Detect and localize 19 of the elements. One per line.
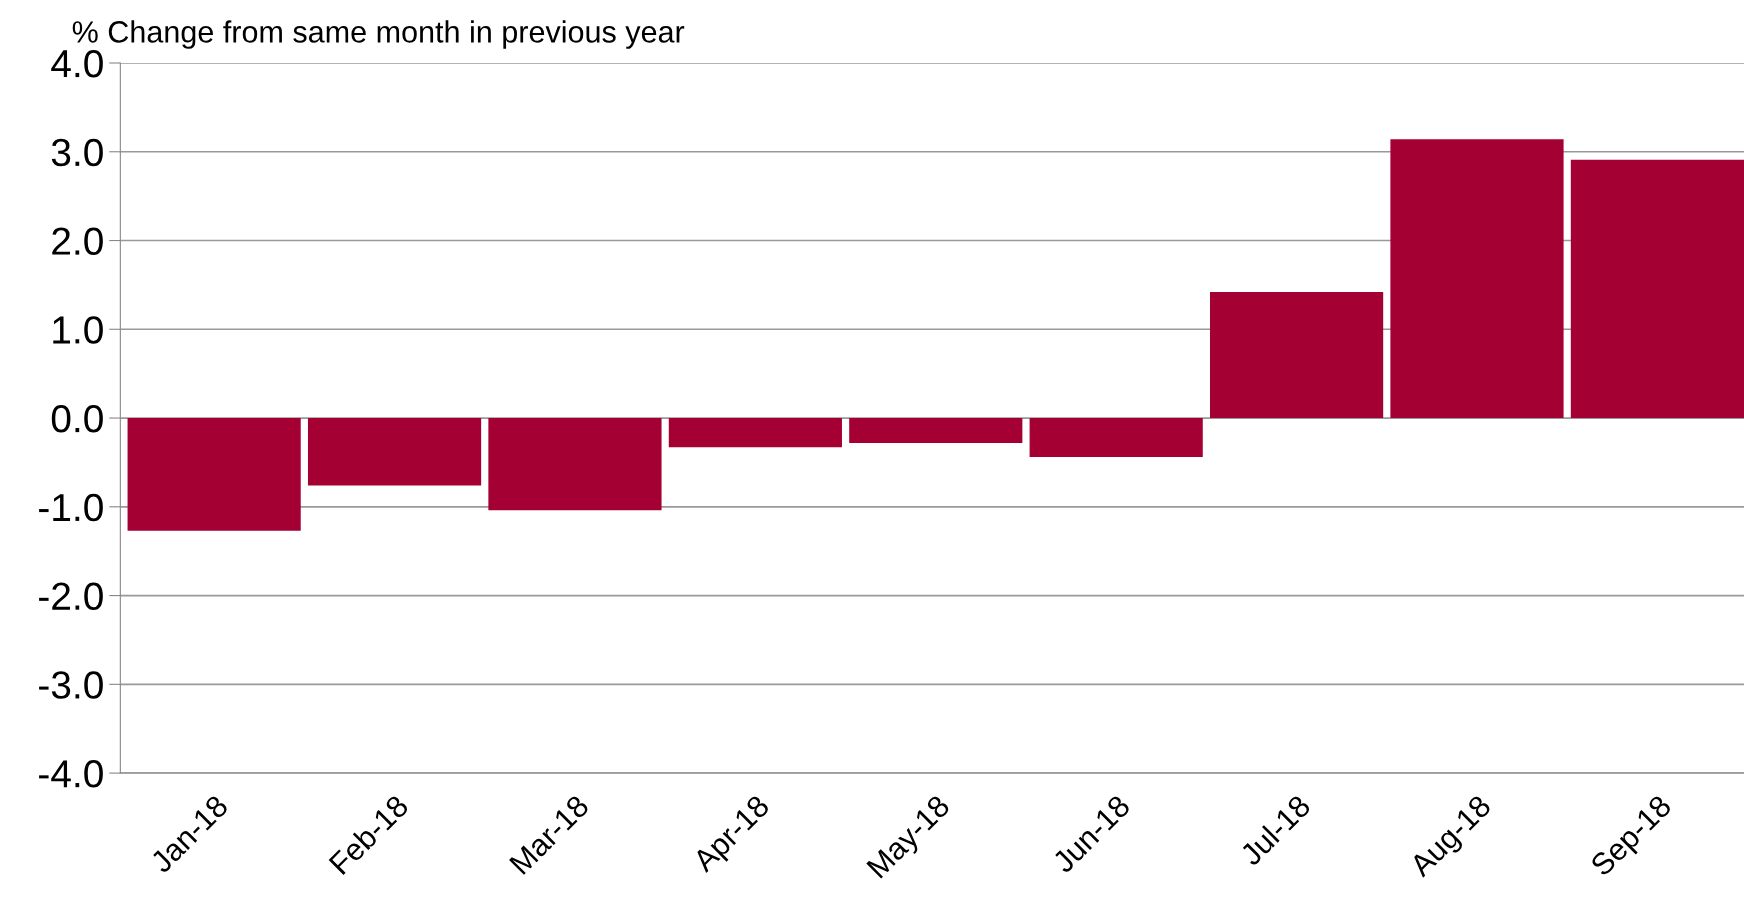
bar bbox=[307, 418, 482, 486]
y-tick-label: 1.0 bbox=[53, 316, 103, 344]
y-tick-label: -4.0 bbox=[39, 760, 103, 788]
bar bbox=[1570, 159, 1744, 419]
y-tick-label: 4.0 bbox=[51, 49, 103, 78]
y-tick-label: 2.0 bbox=[52, 227, 103, 255]
bar bbox=[1029, 418, 1203, 458]
bar bbox=[1390, 139, 1564, 419]
y-axis-title: % Change from same month in previous year bbox=[72, 20, 685, 49]
bar bbox=[127, 418, 301, 531]
bar bbox=[488, 418, 662, 511]
y-tick-label: -3.0 bbox=[39, 671, 103, 699]
bar bbox=[849, 418, 1023, 443]
bar bbox=[1209, 292, 1384, 419]
y-tick-label: -2.0 bbox=[39, 582, 103, 611]
y-tick-label: -1.0 bbox=[39, 493, 103, 522]
bar bbox=[668, 418, 842, 448]
y-tick-label: 0.0 bbox=[51, 404, 103, 433]
y-tick-label: 3.0 bbox=[51, 138, 103, 167]
